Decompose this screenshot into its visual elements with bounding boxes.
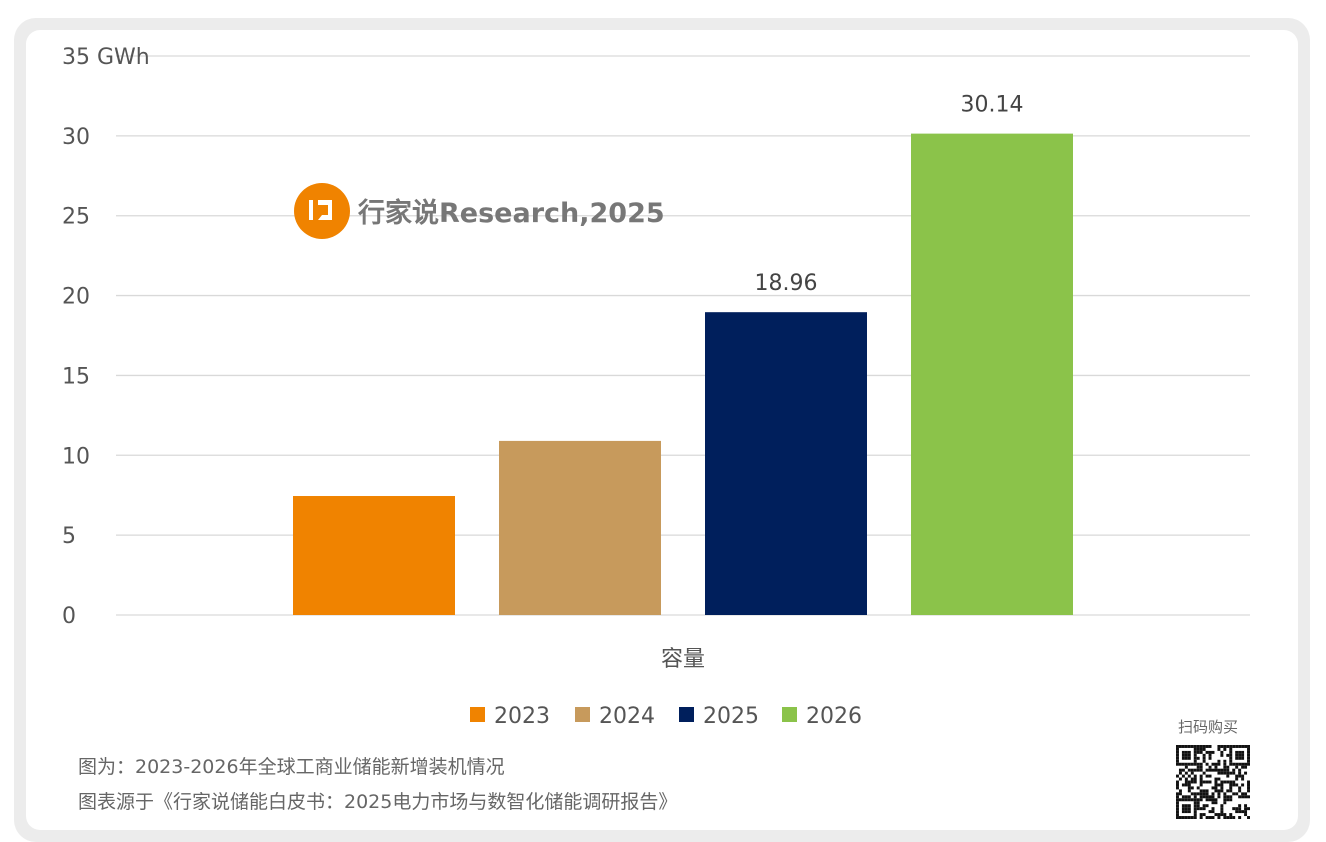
logo-icon bbox=[294, 183, 350, 239]
watermark-text: 行家说Research,2025 bbox=[357, 197, 665, 229]
qr-code-icon[interactable] bbox=[1176, 745, 1250, 819]
y-tick-label: 25 bbox=[62, 205, 90, 230]
y-tick-label: 15 bbox=[62, 364, 90, 389]
chart-card bbox=[26, 30, 1298, 830]
x-category-label: 容量 bbox=[661, 647, 705, 672]
legend-swatch-2026 bbox=[782, 707, 797, 722]
legend-swatch-2024 bbox=[575, 707, 590, 722]
legend-label: 2025 bbox=[703, 704, 759, 729]
legend-label: 2023 bbox=[494, 704, 550, 729]
legend-label: 2024 bbox=[599, 704, 655, 729]
legend-swatch-2025 bbox=[679, 707, 694, 722]
bar-2026 bbox=[911, 133, 1073, 615]
y-tick-label: 35 GWh bbox=[62, 45, 150, 70]
y-tick-label: 0 bbox=[62, 604, 76, 629]
data-label: 18.96 bbox=[755, 271, 818, 296]
y-tick-label: 10 bbox=[62, 444, 90, 469]
bar-2025 bbox=[705, 312, 867, 615]
bar-2024 bbox=[499, 440, 661, 615]
figure-caption: 图为：2023-2026年全球工商业储能新增装机情况 bbox=[78, 756, 505, 778]
watermark bbox=[294, 183, 350, 239]
legend-swatch-2023 bbox=[470, 707, 485, 722]
figure-source: 图表源于《行家说储能白皮书：2025电力市场与数智化储能调研报告》 bbox=[78, 791, 678, 813]
y-tick-label: 5 bbox=[62, 524, 76, 549]
bar-2023 bbox=[293, 496, 455, 615]
y-tick-label: 30 bbox=[62, 125, 90, 150]
qr-label: 扫码购买 bbox=[1178, 718, 1239, 736]
y-tick-label: 20 bbox=[62, 285, 90, 310]
data-label: 30.14 bbox=[961, 93, 1024, 118]
legend-label: 2026 bbox=[806, 704, 862, 729]
logo-glyph bbox=[309, 200, 332, 220]
